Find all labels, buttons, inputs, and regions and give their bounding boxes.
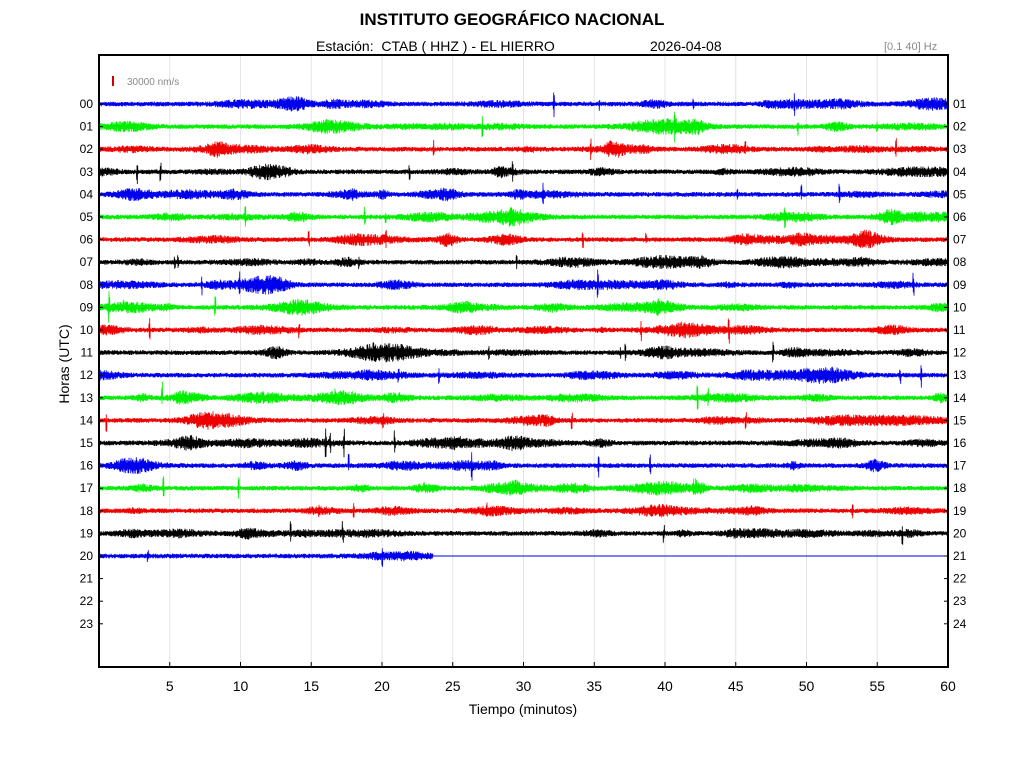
x-tick-label: 25: [445, 678, 461, 694]
trace-hour-12: [98, 365, 949, 388]
y-tick-right: 07: [953, 233, 967, 247]
trace-hour-15: [98, 428, 949, 458]
x-tick-label: 30: [516, 678, 532, 694]
trace-hour-20: [98, 548, 434, 567]
y-tick-right: 05: [953, 187, 967, 201]
y-tick-right: 21: [953, 549, 967, 563]
y-tick-right: 09: [953, 278, 967, 292]
y-tick-left: 22: [80, 594, 94, 608]
y-tick-right: 02: [953, 120, 967, 134]
y-tick-right: 06: [953, 210, 967, 224]
y-tick-left: 15: [80, 436, 94, 450]
x-tick-label: 5: [166, 678, 174, 694]
y-tick-left: 21: [80, 572, 94, 586]
y-tick-right: 14: [953, 391, 967, 405]
y-tick-right: 23: [953, 594, 967, 608]
trace-hour-17: [98, 476, 949, 499]
y-tick-left: 06: [80, 233, 94, 247]
filter-band-label: [0.1 40] Hz: [884, 41, 938, 53]
y-tick-left: 14: [80, 413, 94, 427]
trace-hour-18: [98, 502, 949, 519]
trace-hour-11: [98, 341, 949, 363]
trace-hour-02: [98, 138, 949, 161]
y-tick-right: 04: [953, 165, 967, 179]
trace-hour-09: [98, 291, 949, 323]
y-tick-left: 03: [80, 165, 94, 179]
x-tick-label: 35: [586, 678, 602, 694]
x-tick-label: 40: [657, 678, 673, 694]
trace-hour-16: [98, 452, 949, 481]
scale-bar-label: 30000 nm/s: [127, 77, 179, 88]
y-tick-left: 16: [80, 459, 94, 473]
y-tick-right: 11: [953, 323, 966, 337]
trace-hour-00: [98, 92, 949, 118]
x-tick-label: 15: [303, 678, 319, 694]
y-tick-left: 17: [80, 481, 94, 495]
y-tick-right: 13: [953, 368, 967, 382]
y-tick-left: 13: [80, 391, 94, 405]
y-tick-left: 04: [80, 187, 94, 201]
y-tick-right: 10: [953, 300, 967, 314]
station-label: Estación: CTAB ( HHZ ) - EL HIERRO: [316, 38, 555, 54]
x-tick-label: 45: [728, 678, 744, 694]
y-tick-left: 18: [80, 504, 94, 518]
x-tick-label: 60: [940, 678, 956, 694]
y-tick-left: 08: [80, 278, 94, 292]
y-tick-right: 15: [953, 413, 967, 427]
y-tick-left: 11: [81, 346, 94, 360]
y-tick-right: 17: [953, 459, 967, 473]
trace-hour-07: [98, 254, 949, 270]
y-tick-left: 23: [80, 617, 94, 631]
y-tick-left: 00: [80, 97, 94, 111]
trace-hour-13: [98, 381, 949, 410]
y-tick-right: 01: [953, 97, 967, 111]
trace-hour-05: [98, 206, 949, 229]
y-tick-right: 22: [953, 572, 967, 586]
y-tick-right: 18: [953, 481, 967, 495]
y-tick-left: 12: [80, 368, 94, 382]
trace-hour-03: [98, 161, 949, 185]
y-tick-right: 08: [953, 255, 967, 269]
y-tick-left: 01: [80, 120, 94, 134]
y-tick-left: 02: [80, 142, 94, 156]
y-tick-right: 16: [953, 436, 967, 450]
y-tick-right: 03: [953, 142, 967, 156]
y-tick-left: 19: [80, 526, 94, 540]
y-tick-right: 12: [953, 346, 967, 360]
trace-hour-04: [98, 182, 949, 205]
y-tick-left: 20: [80, 549, 94, 563]
x-axis-label: Tiempo (minutos): [468, 701, 578, 717]
trace-hour-08: [98, 269, 949, 298]
x-tick-label: 20: [374, 678, 390, 694]
x-tick-label: 50: [799, 678, 815, 694]
trace-hour-19: [98, 520, 949, 545]
date-label: 2026-04-08: [650, 38, 722, 54]
x-tick-label: 10: [233, 678, 249, 694]
trace-hour-10: [98, 318, 949, 344]
y-tick-left: 07: [80, 255, 94, 269]
y-tick-left: 05: [80, 210, 94, 224]
trace-hour-06: [98, 229, 949, 249]
y-tick-left: 09: [80, 300, 94, 314]
trace-hour-14: [98, 411, 949, 432]
y-tick-left: 10: [80, 323, 94, 337]
chart-title: INSTITUTO GEOGRÁFICO NACIONAL: [359, 10, 665, 29]
x-tick-label: 55: [869, 678, 885, 694]
y-tick-right: 24: [953, 617, 967, 631]
trace-hour-01: [98, 111, 949, 143]
y-tick-right: 20: [953, 526, 967, 540]
y-tick-right: 19: [953, 504, 967, 518]
